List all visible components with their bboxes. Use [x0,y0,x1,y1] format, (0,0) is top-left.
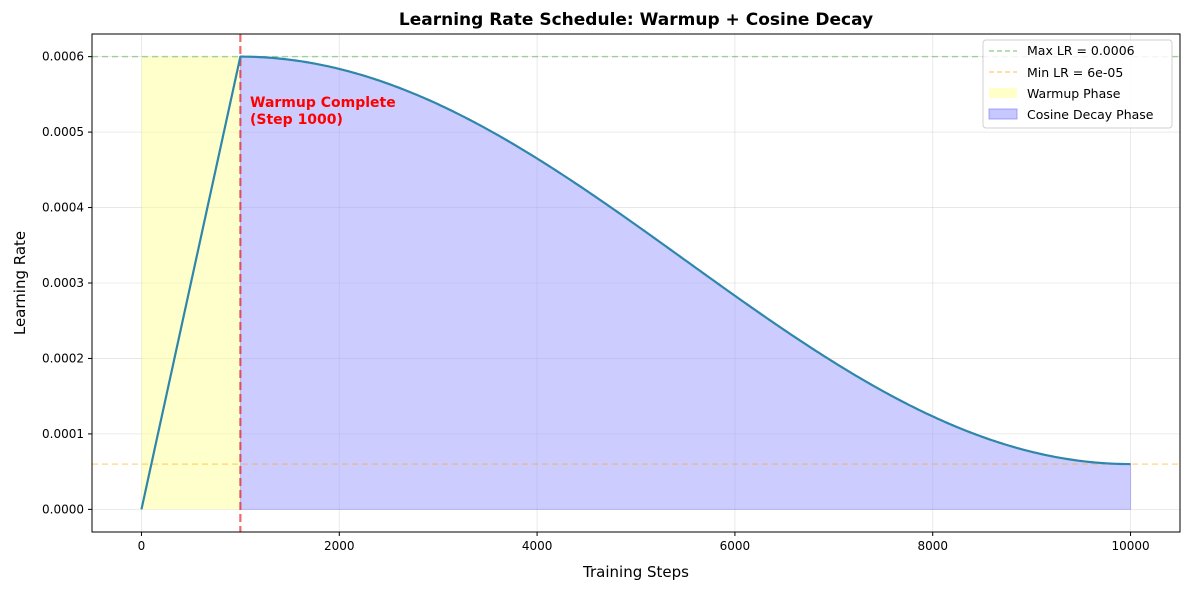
legend-swatch-cosine [988,108,1018,120]
y-tick-label-2: 0.0002 [42,351,84,365]
y-axis-label: Learning Rate [11,231,29,335]
y-tick-label-6: 0.0006 [42,50,84,64]
reference-lines [92,34,1180,532]
x-tick-label-2: 4000 [522,539,553,553]
x-tick-label-5: 10000 [1111,539,1149,553]
chart-title: Learning Rate Schedule: Warmup + Cosine … [399,10,873,30]
y-tick-label-4: 0.0004 [42,201,84,215]
x-tick-label-0: 0 [138,539,146,553]
legend-box [982,39,1173,129]
x-tick-label-3: 6000 [720,539,751,553]
legend: Max LR = 0.0006 Min LR = 6e-05 Warmup Ph… [982,39,1173,129]
x-tick-label-4: 8000 [917,539,948,553]
annotation-line-2: (Step 1000) [250,112,343,128]
legend-swatch-warmup [989,88,1017,98]
x-tick-label-1: 2000 [324,539,355,553]
annotation-line-1: Warmup Complete [250,95,396,111]
legend-entry-warmup: Warmup Phase [1027,86,1121,101]
y-tick-label-1: 0.0001 [42,427,84,441]
legend-entry-cosine: Cosine Decay Phase [1027,107,1154,122]
warmup-annotation: Warmup Complete (Step 1000) [250,95,396,128]
x-axis-ticks: 0 2000 4000 6000 8000 10000 [138,532,1150,553]
learning-rate-line [140,55,1131,510]
x-axis-label: Training Steps [582,563,689,581]
y-tick-label-5: 0.0005 [42,125,84,139]
series [140,55,1131,510]
legend-entry-min-lr: Min LR = 6e-05 [1027,65,1123,80]
legend-entry-max-lr: Max LR = 0.0006 [1027,43,1135,58]
y-tick-label-3: 0.0003 [42,276,84,290]
y-tick-label-0: 0.0000 [42,502,84,516]
y-axis-ticks: 0.0000 0.0001 0.0002 0.0003 0.0004 0.0005 0.00… [42,50,92,516]
